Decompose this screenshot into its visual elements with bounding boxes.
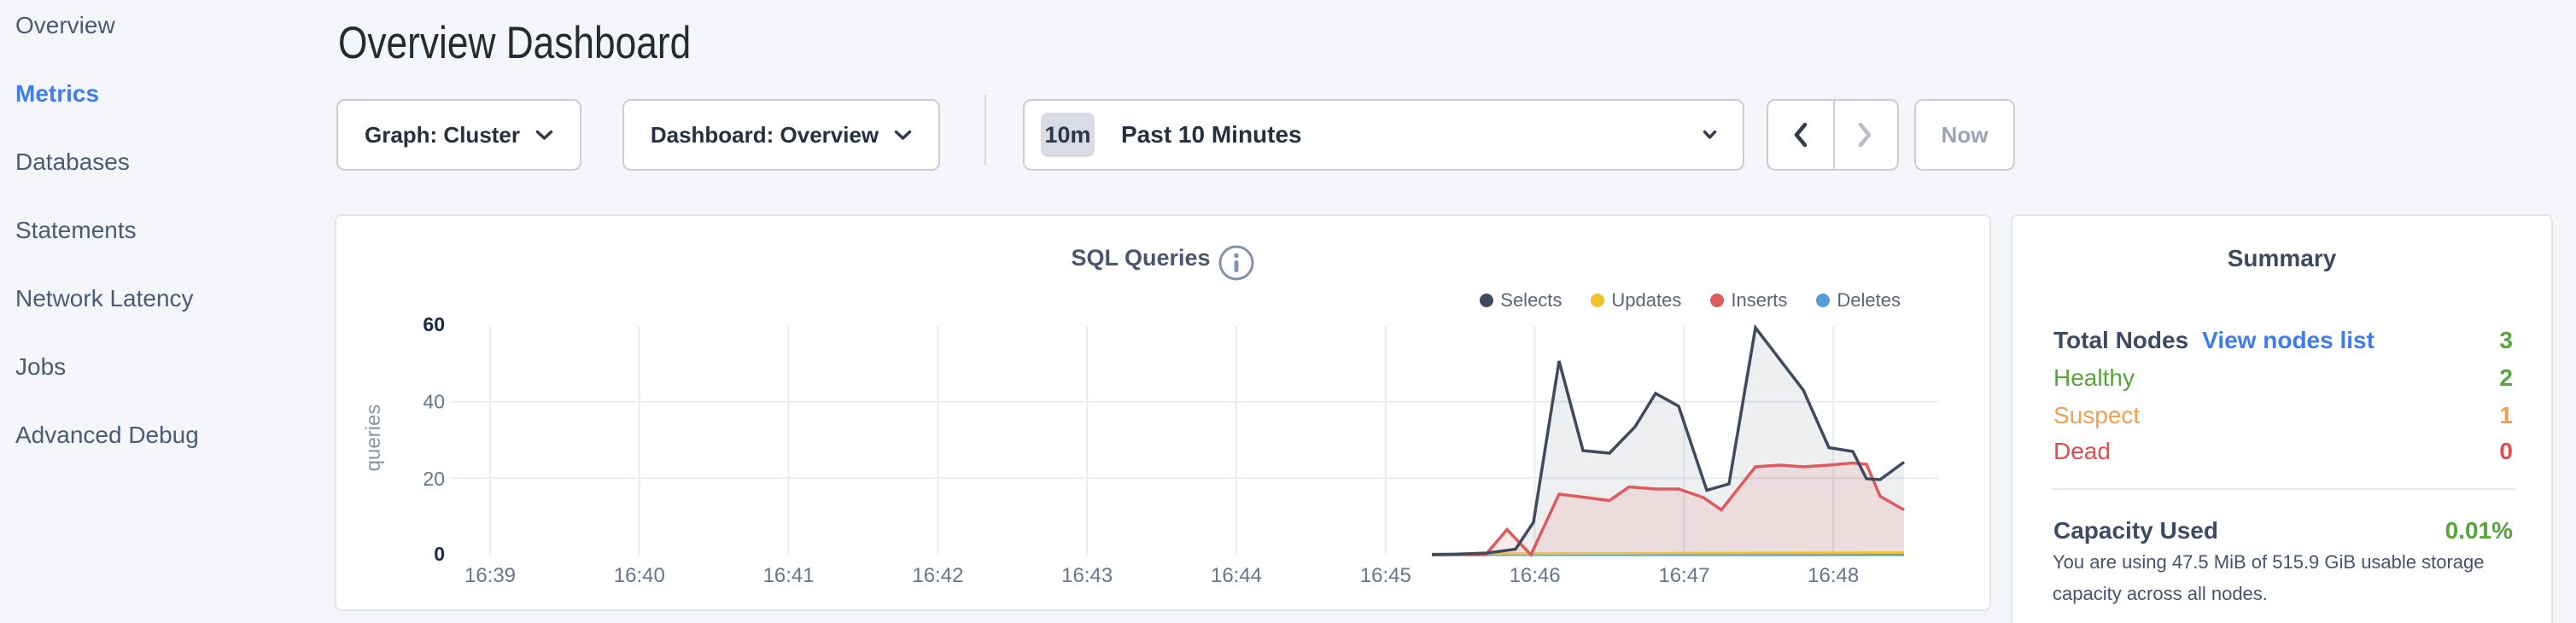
- svg-text:16:39: 16:39: [464, 564, 516, 587]
- svg-text:60: 60: [423, 313, 445, 335]
- svg-text:queries: queries: [362, 405, 385, 472]
- svg-text:20: 20: [423, 468, 445, 490]
- svg-text:40: 40: [423, 391, 445, 413]
- svg-text:16:43: 16:43: [1061, 564, 1113, 587]
- svg-text:16:41: 16:41: [763, 564, 815, 587]
- svg-text:0: 0: [434, 543, 445, 565]
- svg-text:16:47: 16:47: [1658, 564, 1709, 587]
- svg-text:16:42: 16:42: [912, 564, 963, 587]
- svg-text:16:45: 16:45: [1360, 564, 1411, 587]
- svg-text:16:48: 16:48: [1808, 564, 1859, 587]
- svg-text:16:46: 16:46: [1510, 564, 1561, 587]
- svg-text:16:40: 16:40: [614, 564, 665, 587]
- svg-text:16:44: 16:44: [1211, 564, 1262, 587]
